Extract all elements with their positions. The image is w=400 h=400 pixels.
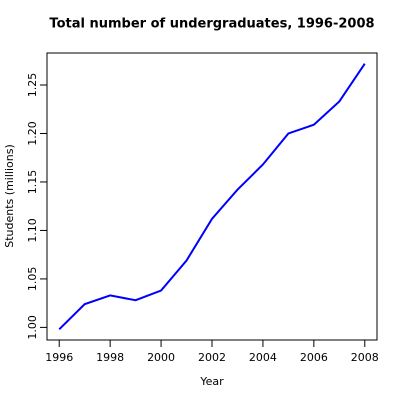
x-tick-label: 1996 [45, 351, 73, 364]
x-tick-label: 2000 [147, 351, 175, 364]
plot-box [46, 52, 378, 341]
chart-title: Total number of undergraduates, 1996-200… [49, 17, 374, 32]
y-tick-label: 1.20 [26, 121, 39, 146]
x-axis-label: Year [199, 375, 224, 388]
y-tick-label: 1.15 [26, 170, 39, 195]
y-tick-label: 1.05 [26, 267, 39, 292]
y-tick-label: 1.25 [26, 73, 39, 98]
x-tick-label: 2002 [198, 351, 226, 364]
data-line [58, 63, 366, 331]
y-axis-label: Students (millions) [3, 144, 16, 248]
y-tick-label: 1.10 [26, 218, 39, 243]
y-tick-label: 1.00 [26, 315, 39, 340]
x-tick-label: 2008 [351, 351, 379, 364]
x-tick-label: 1998 [96, 351, 124, 364]
x-tick-label: 2006 [300, 351, 328, 364]
x-tick-label: 2004 [249, 351, 277, 364]
